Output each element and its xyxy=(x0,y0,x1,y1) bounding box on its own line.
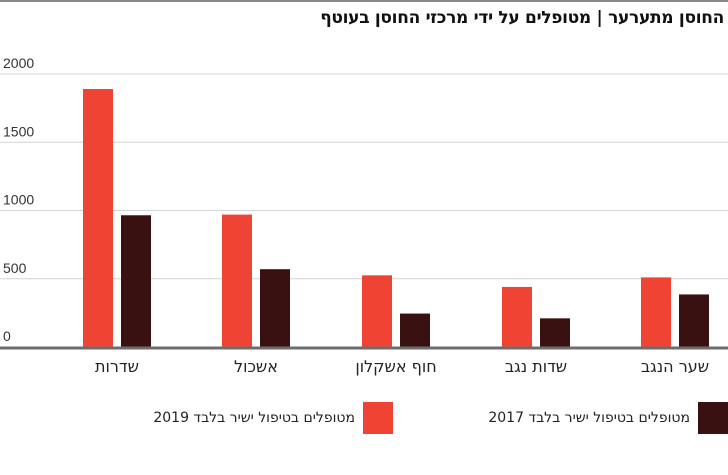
bar-2017 xyxy=(260,269,290,347)
y-tick-label: 500 xyxy=(3,260,27,276)
bar-2019 xyxy=(362,275,392,347)
bar-2019 xyxy=(222,214,252,347)
bar-2017 xyxy=(400,313,430,347)
y-tick-label: 2000 xyxy=(3,55,34,71)
bar-chart: 0 500 1000 1500 2000 שדרות אשכול חוף אשקלון שדות… xyxy=(0,55,728,376)
bar-2019 xyxy=(502,286,532,347)
legend-label-2019: מטופלים בטיפול ישיר בלבד 2019 xyxy=(153,410,355,426)
y-tick-label: 1500 xyxy=(3,123,34,139)
x-category-label: אשכול xyxy=(234,357,278,376)
bar-2019 xyxy=(83,89,113,347)
x-category-label: חוף אשקלון xyxy=(355,357,436,376)
x-category-label: שער הנגב xyxy=(641,357,709,376)
legend-swatch-2019 xyxy=(363,402,393,434)
legend-label-2017: מטופלים בטיפול ישיר בלבד 2017 xyxy=(488,410,690,426)
x-category-label: שדרות xyxy=(95,357,139,376)
chart-title: החוסן מתערער | מטופלים על ידי מרכזי החוס… xyxy=(320,8,724,28)
y-tick-label: 1000 xyxy=(3,192,34,208)
legend-swatch-2017 xyxy=(698,402,728,434)
top-rule xyxy=(0,0,728,2)
x-category-label: שדות נגב xyxy=(505,357,567,376)
bar-2019 xyxy=(641,277,671,347)
bar-2017 xyxy=(121,215,151,347)
bar-2017 xyxy=(540,318,570,347)
y-tick-label: 0 xyxy=(3,328,11,344)
bar-2017 xyxy=(679,294,709,347)
legend-item-2017: מטופלים בטיפול ישיר בלבד 2017 xyxy=(488,402,728,434)
legend-item-2019: מטופלים בטיפול ישיר בלבד 2019 xyxy=(153,402,393,434)
